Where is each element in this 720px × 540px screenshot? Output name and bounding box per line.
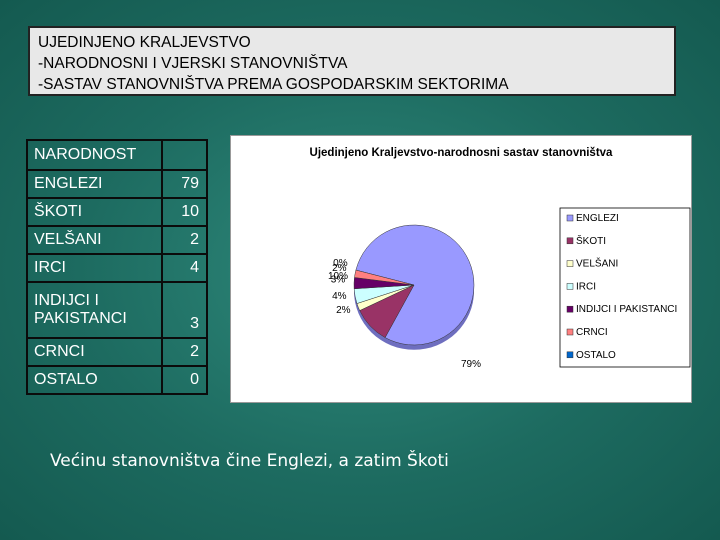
table-cell-name: ENGLEZI	[26, 169, 163, 199]
pie-chart: Ujedinjeno Kraljevstvo-narodnosni sastav…	[310, 147, 691, 370]
legend-swatch-1	[566, 214, 574, 222]
legend-box	[559, 207, 691, 368]
table-cell-value: 3	[161, 281, 208, 339]
legend-label-7: OSTALO	[576, 350, 616, 361]
legend-label-6: CRNCI	[576, 327, 608, 338]
table-cell-name: INDIJCI I PAKISTANCI	[26, 281, 163, 339]
legend-swatch-2	[566, 237, 574, 245]
pie-label-4: 4%	[332, 291, 347, 302]
pie-label-5: 3%	[331, 275, 346, 286]
caption: Većinu stanovništva čine Englezi, a zati…	[50, 451, 449, 471]
table-row: OSTALO 0	[26, 365, 208, 395]
pie-slice-6	[354, 269, 415, 286]
table-header-empty	[161, 139, 208, 171]
table-cell-name: CRNCI	[26, 337, 163, 367]
table-cell-name: IRCI	[26, 253, 163, 283]
title-line-2: -NARODNOSNI I VJERSKI STANOVNIŠTVA	[38, 55, 348, 72]
pie-slices	[353, 224, 475, 350]
pie-label-3: 2%	[336, 305, 351, 316]
title-line-3: -SASTAV STANOVNIŠTVA PREMA GOSPODARSKIM …	[38, 76, 509, 93]
table-cell-value: 4	[161, 253, 208, 283]
table-cell-name: OSTALO	[26, 365, 163, 395]
pie-label-6: 2%	[332, 263, 347, 274]
legend-label-4: IRCI	[576, 281, 596, 292]
pie-label-1: 79%	[461, 359, 481, 370]
legend-swatch-7	[566, 351, 574, 359]
pie-labels: 79%10%2%4%3%2%0%	[328, 258, 481, 370]
legend-label-1: ENGLEZI	[576, 213, 619, 224]
table-header-row: NARODNOST	[26, 139, 208, 171]
legend: ENGLEZI ŠKOTI VELŠANI IRCI INDIJCI I PAKISTA…	[566, 213, 677, 361]
table-cell-value: 10	[161, 197, 208, 227]
table-row: VELŠANI 2	[26, 225, 208, 255]
legend-swatch-5	[566, 305, 574, 313]
table-row: ŠKOTI 10	[26, 197, 208, 227]
legend-label-3: VELŠANI	[576, 257, 618, 270]
chart-panel: Ujedinjeno Kraljevstvo-narodnosni sastav…	[230, 135, 692, 403]
legend-swatch-3	[566, 260, 574, 267]
table-cell-value: 79	[161, 169, 208, 199]
nationality-table: NARODNOST ENGLEZI 79 ŠKOTI 10 VELŠANI 2 …	[26, 139, 208, 395]
legend-swatch-6	[566, 328, 574, 336]
table-row: IRCI 4	[26, 253, 208, 283]
legend-label-2: ŠKOTI	[576, 234, 606, 247]
table-row: CRNCI 2	[26, 337, 208, 367]
legend-label-5: INDIJCI I PAKISTANCI	[576, 304, 677, 315]
table-row: INDIJCI I PAKISTANCI 3	[26, 281, 208, 339]
chart-title: Ujedinjeno Kraljevstvo-narodnosni sastav…	[310, 147, 614, 159]
table-cell-name: VELŠANI	[26, 225, 163, 255]
pie-slice-1	[355, 224, 475, 346]
legend-swatch-4	[566, 283, 574, 290]
pie-label-7: 0%	[333, 258, 348, 269]
title-box: UJEDINJENO KRALJEVSTVO -NARODNOSNI I VJE…	[28, 26, 676, 96]
table-cell-value: 0	[161, 365, 208, 395]
table-cell-value: 2	[161, 225, 208, 255]
table-cell-name: ŠKOTI	[26, 197, 163, 227]
table-row: ENGLEZI 79	[26, 169, 208, 199]
title-line-1: UJEDINJENO KRALJEVSTVO	[38, 34, 251, 51]
table-header-label: NARODNOST	[26, 139, 163, 171]
table-cell-value: 2	[161, 337, 208, 367]
pie-label-2: 10%	[328, 271, 348, 282]
